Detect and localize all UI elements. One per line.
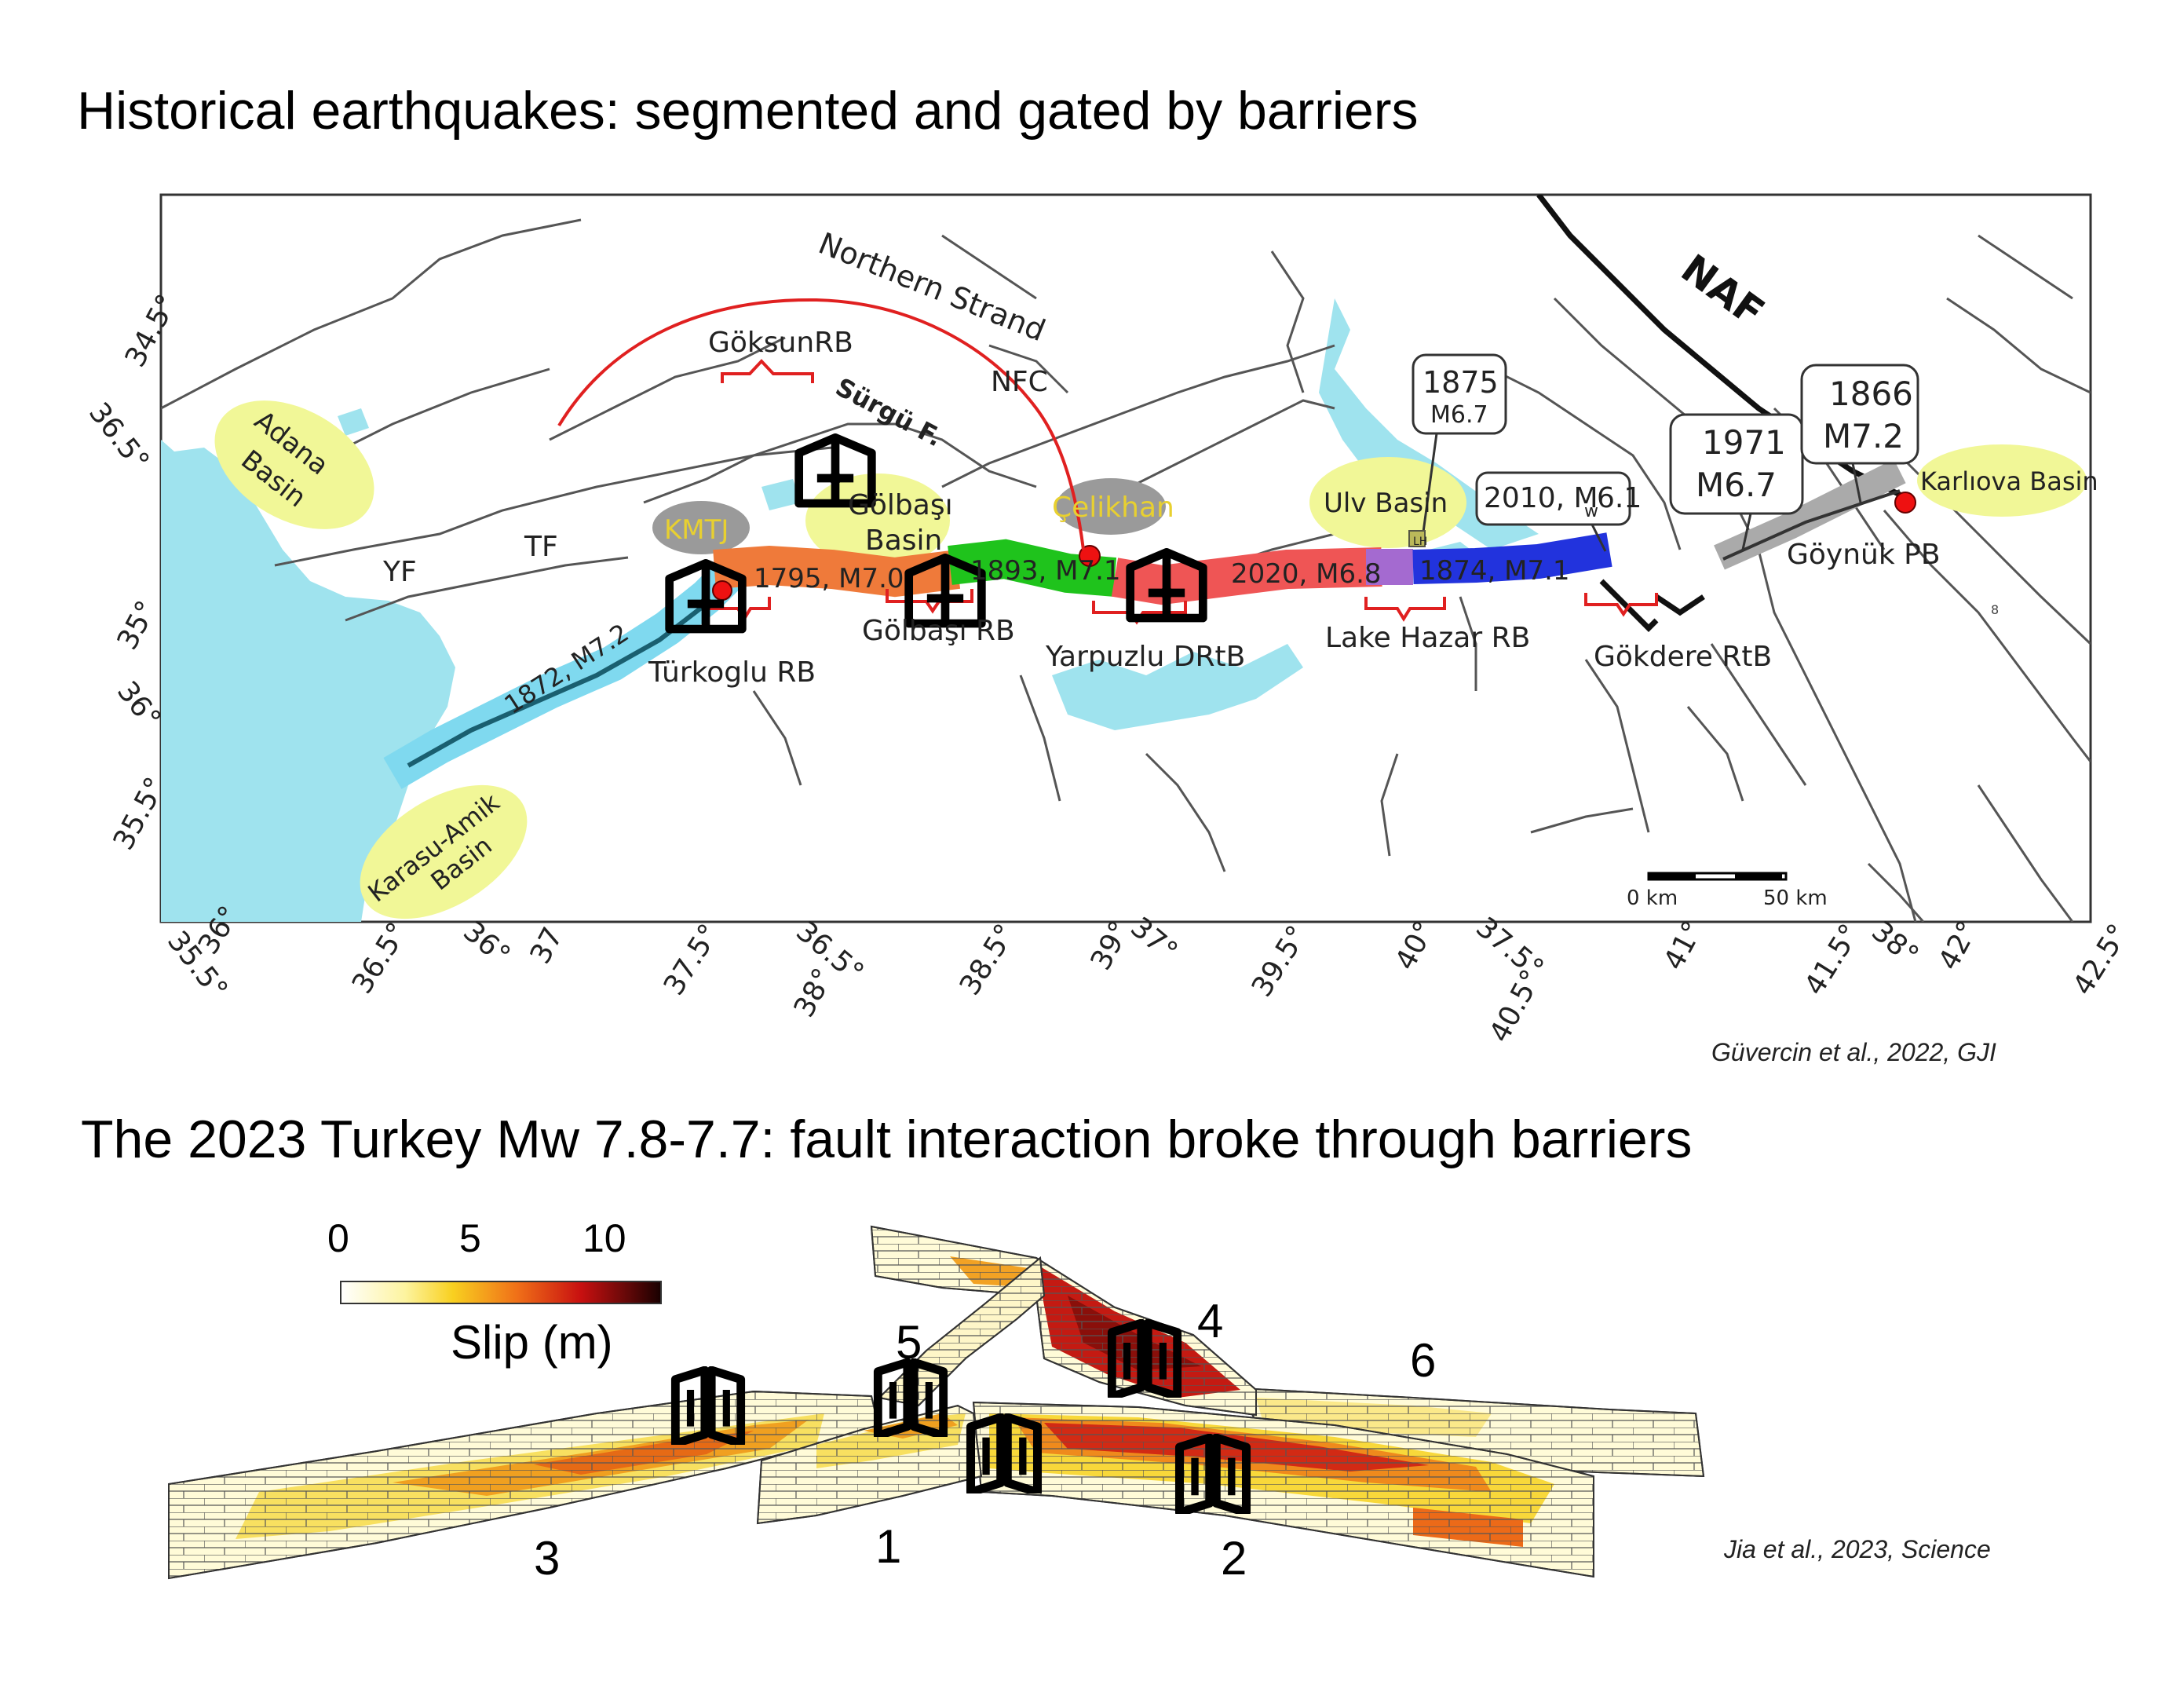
segment-number: 1 [875,1520,901,1573]
callout-1971-year: 1971 [1702,423,1786,462]
callout-1866 [1800,364,1919,465]
label-gokdere: Gökdere RtB [1594,641,1772,673]
sea-area [161,440,455,922]
label-golbasi-basin: Basin [865,525,942,557]
scale-zero: 0 km [1627,887,1678,910]
label-kmtj: KMTJ [664,514,729,546]
callout-2010-sub: w [1584,502,1598,521]
label-yarpuzlu: Yarpuzlu DRtB [1045,641,1245,673]
label-r2020: 2020, M6.8 [1231,558,1382,590]
fault-segment-2 [972,1401,1594,1578]
label-goynuk: Göynük PB [1787,539,1941,571]
lake-4 [761,479,801,510]
epicenter-karliova [1894,492,1916,514]
callout-2010-mag: 6.1 [1597,482,1642,514]
label-golbasi-rb: Gölbaşı RB [862,615,1015,647]
lake-1 [1052,644,1303,730]
callout-1875 [1412,353,1507,435]
segment-number: 3 [534,1532,560,1585]
callout-2010 [1475,471,1631,526]
fault-segment-1 [756,1404,983,1525]
colorbar-tick: 0 [327,1216,349,1260]
adana-basin-ellipse [214,400,374,529]
title-historical: Historical earthquakes: segmented and ga… [77,81,1419,141]
callout-boxes [1412,353,1919,552]
epicenter-celikhan [1079,545,1101,567]
callout-1875-year: 1875 [1423,365,1499,400]
callout-1971 [1669,413,1804,515]
rupture-1874 [1412,532,1612,584]
label-turkoglu: Türkoglu RB [648,656,816,689]
colorbar-tick: 10 [583,1216,626,1260]
citation-guvercin: Güvercin et al., 2022, GJI [1711,1038,1996,1066]
label-lake-hazar: Lake Hazar RB [1325,622,1530,654]
rupture-1893 [948,539,1117,597]
kmtj-ellipse [652,501,750,554]
label-golbasi: Gölbaşı [848,489,953,521]
label-karliova: Karlıova Basin [1920,466,2098,496]
lake-5 [338,408,369,436]
title-2023: The 2023 Turkey Mw 7.8-7.7: fault intera… [81,1110,1693,1169]
colorbar-label: Slip (m) [451,1316,613,1369]
callout-2010-text: 2010, M [1484,482,1598,514]
slip-colorbar [340,1281,662,1304]
scale-fifty: 50 km [1763,887,1828,910]
label-r1893: 1893, M7.1 [970,555,1121,587]
goynuk-band [1714,459,1906,570]
callout-1875-mag: M6.7 [1430,401,1488,429]
label-r1795: 1795, M7.0 [754,563,904,594]
callout-1866-mag: M7.2 [1823,417,1904,455]
label-tf: TF [524,531,558,563]
karasu-basin-ellipse [360,784,528,919]
scale-bar [1647,872,1788,881]
golbasi-basin-ellipse [805,473,950,568]
fault-gokdere [1599,579,1659,632]
callout-1866-year: 1866 [1829,375,1913,413]
ulv-basin-ellipse [1309,457,1466,548]
label-lh: LH [1413,536,1427,548]
colorbar-tick: 5 [459,1216,481,1260]
label-nfc: NFC [991,366,1048,398]
celikhan-ellipse [1056,478,1166,535]
label-yf: YF [382,556,417,588]
lh-marker [1408,530,1426,547]
label-goksun: GöksunRB [708,327,853,359]
label-celikhan: Çelikhan [1052,492,1174,524]
karliova-basin-ellipse [1917,444,2087,517]
segment-number: 2 [1221,1532,1247,1585]
callout-1971-mag: M6.7 [1696,466,1777,504]
label-ulv: Ulv Basin [1324,488,1448,519]
rupture-2020 [1111,547,1382,605]
segment-number: 6 [1410,1334,1436,1387]
label-eight: 8 [1991,602,1999,617]
segment-number: 4 [1197,1295,1223,1347]
fault-lines [161,218,2091,922]
label-r1874: 1874, M7.1 [1419,555,1570,587]
citation-jia: Jia et al., 2023, Science [1724,1535,1991,1563]
